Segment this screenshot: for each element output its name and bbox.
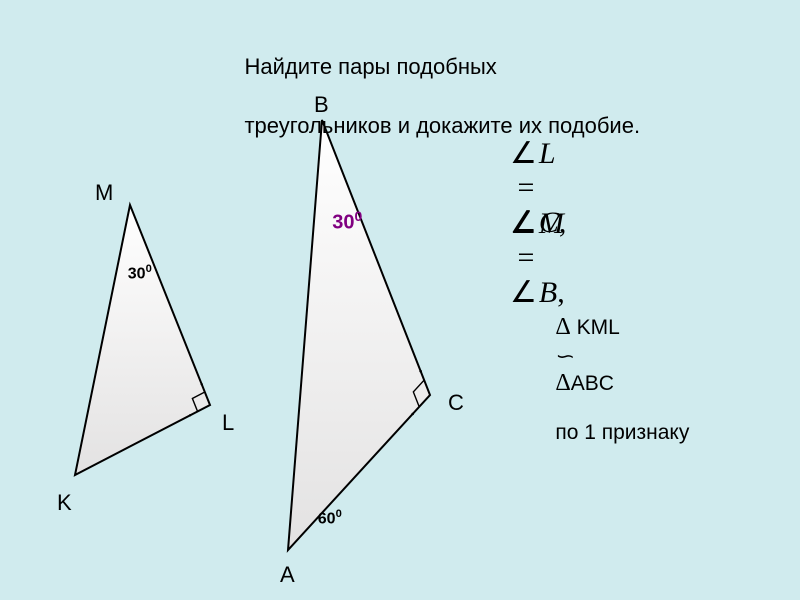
title-line-2: треугольников и докажите их подобие. (244, 113, 640, 138)
right-angle-dot (419, 370, 422, 373)
right-angle-dot (200, 383, 202, 385)
diagram-canvas: Найдите пары подобных треугольников и до… (0, 0, 800, 600)
angle-label-m: 300 (110, 245, 152, 301)
angle-label-a: 600 (300, 490, 342, 546)
vertex-label-c: C (448, 390, 464, 416)
vertex-label-b: B (314, 92, 329, 118)
problem-title: Найдите пары подобных треугольников и до… (220, 22, 640, 170)
conclusion-tri2: ABC (571, 372, 614, 395)
vertex-label-k: K (57, 490, 72, 516)
conclusion-reason: по 1 признаку (555, 421, 689, 444)
conclusion: Δ KML ∽ ΔABC по 1 признаку (532, 290, 689, 469)
vertex-label-l: L (222, 410, 234, 436)
vertex-label-m: M (95, 180, 113, 206)
angle-label-b: 300 (310, 185, 362, 258)
conclusion-tri1: KML (577, 316, 620, 339)
vertex-label-a: A (280, 562, 295, 588)
title-line-1: Найдите пары подобных (244, 54, 496, 79)
right-angle-dot (189, 414, 191, 416)
right-angle-dot (411, 413, 414, 416)
